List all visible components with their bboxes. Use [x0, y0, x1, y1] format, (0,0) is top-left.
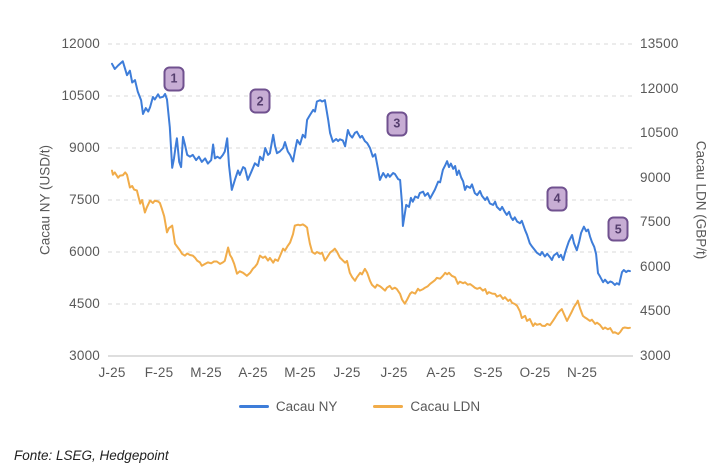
- y-axis-tick-right: 7500: [640, 214, 671, 230]
- y-axis-tick-right: 3000: [640, 348, 671, 363]
- x-axis-tick: J-25: [98, 365, 126, 380]
- x-axis-tick: A-25: [426, 365, 456, 380]
- x-axis-tick: F-25: [144, 365, 174, 380]
- right-axis-title: Cacau LDN (GBP/t): [693, 140, 709, 260]
- x-axis-tick: J-25: [380, 365, 408, 380]
- x-axis-tick: M-25: [190, 365, 222, 380]
- annotation-marker-2: 2: [249, 88, 271, 114]
- y-axis-tick-left: 7500: [69, 192, 100, 207]
- annotation-marker-5: 5: [607, 216, 629, 242]
- x-axis-tick: J-25: [333, 365, 361, 380]
- y-axis-tick-left: 6000: [69, 244, 100, 259]
- y-axis-tick-left: 10500: [61, 88, 100, 103]
- y-axis-tick-right: 4500: [640, 303, 671, 319]
- legend-item-cacau-ldn: Cacau LDN: [373, 399, 480, 414]
- x-axis-tick: M-25: [284, 365, 316, 380]
- series-line-cacau-ny: [111, 60, 631, 286]
- y-axis-tick-left: 9000: [69, 140, 100, 155]
- legend-line-swatch-blue: [238, 405, 269, 408]
- annotation-marker-1: 1: [163, 66, 185, 92]
- source-note: Fonte: LSEG, Hedgepoint: [14, 448, 169, 463]
- y-axis-tick-right: 12000: [640, 80, 679, 96]
- y-axis-tick-left: 3000: [69, 348, 100, 363]
- y-axis-tick-right: 9000: [640, 169, 671, 185]
- legend-label: Cacau LDN: [410, 399, 481, 414]
- y-axis-tick-left: 4500: [69, 296, 100, 311]
- y-axis-tick-right: 13500: [640, 36, 679, 51]
- legend-label: Cacau NY: [275, 399, 338, 414]
- x-axis-tick: O-25: [519, 365, 551, 380]
- annotation-marker-4: 4: [546, 186, 568, 212]
- legend: Cacau NY Cacau LDN: [0, 399, 719, 414]
- x-axis-tick: N-25: [566, 365, 598, 380]
- annotation-marker-3: 3: [386, 111, 408, 137]
- legend-item-cacau-ny: Cacau NY: [238, 399, 338, 414]
- x-axis-tick: S-25: [473, 365, 503, 380]
- legend-line-swatch-orange: [373, 405, 404, 408]
- y-axis-tick-right: 10500: [640, 125, 679, 141]
- series-line-cacau-ldn: [111, 169, 631, 335]
- x-axis-tick: A-25: [238, 365, 268, 380]
- y-axis-tick-right: 6000: [640, 258, 671, 274]
- y-axis-tick-left: 12000: [61, 36, 100, 51]
